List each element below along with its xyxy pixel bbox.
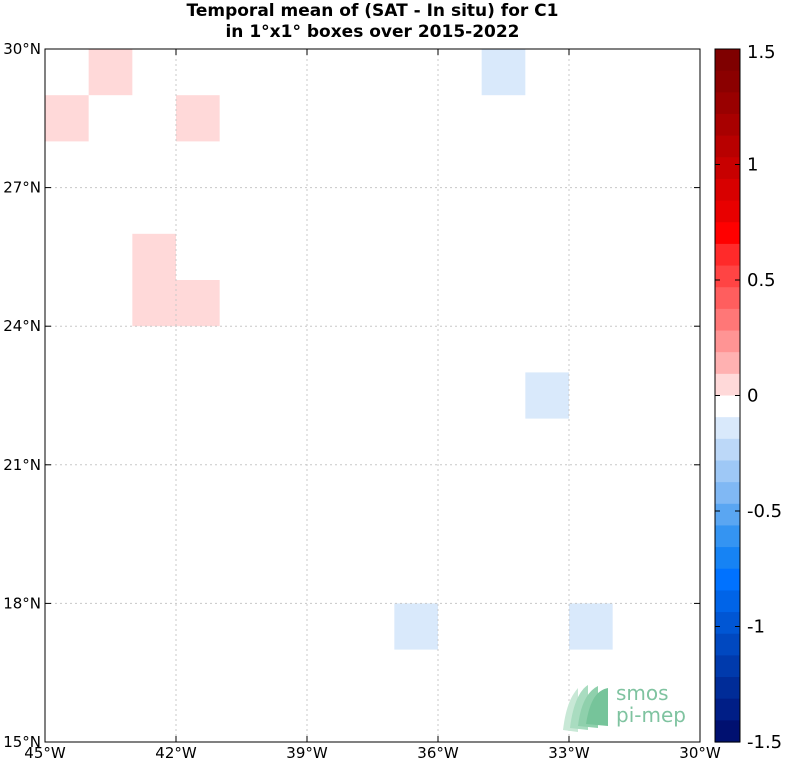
colorbar-segment bbox=[715, 612, 740, 635]
colorbar-segment bbox=[715, 222, 740, 245]
y-tick-label: 21°N bbox=[3, 456, 41, 474]
colorbar-tick-label: 0.5 bbox=[747, 270, 776, 291]
colorbar-segment bbox=[715, 568, 740, 592]
data-cells bbox=[45, 49, 613, 650]
grid-cell bbox=[569, 603, 613, 650]
x-tick-label: 30°W bbox=[679, 744, 721, 762]
colorbar-segment bbox=[715, 590, 740, 613]
colorbar-segment bbox=[715, 698, 740, 721]
colorbar-segment bbox=[715, 547, 740, 570]
colorbar-segment bbox=[715, 49, 740, 72]
x-tick-label: 39°W bbox=[286, 744, 328, 762]
map-frame bbox=[44, 48, 701, 743]
x-tick-label: 33°W bbox=[548, 744, 590, 762]
colorbar-segment bbox=[715, 460, 740, 483]
colorbar: 1.5 1 0.5 0 -0.5 -1 -1.5 bbox=[714, 42, 782, 753]
x-tick-label: 42°W bbox=[155, 744, 197, 762]
longitude-axis: 45°W 42°W 39°W 36°W 33°W 30°W bbox=[24, 49, 721, 762]
colorbar-segment bbox=[715, 395, 740, 418]
colorbar-segment bbox=[715, 438, 740, 462]
logo-text-smos: smos bbox=[616, 681, 669, 705]
colorbar-segment bbox=[715, 633, 740, 656]
grid-cell bbox=[481, 49, 526, 96]
colorbar-tick-label: -0.5 bbox=[747, 501, 782, 522]
colorbar-segment bbox=[715, 373, 740, 397]
colorbar-segment bbox=[715, 482, 740, 505]
colorbar-segment bbox=[715, 287, 740, 310]
y-tick-label: 18°N bbox=[3, 594, 41, 612]
x-tick-label: 36°W bbox=[417, 744, 459, 762]
colorbar-tick-label: 1.5 bbox=[747, 42, 776, 63]
y-tick-label: 27°N bbox=[3, 179, 41, 197]
colorbar-segment bbox=[715, 503, 740, 527]
colorbar-segment bbox=[715, 720, 740, 743]
grid-cell bbox=[88, 49, 133, 96]
colorbar-segment bbox=[715, 178, 740, 202]
latitude-axis: 30°N 27°N 24°N 21°N 18°N 15°N bbox=[3, 40, 700, 751]
grid-cell bbox=[176, 95, 220, 142]
y-tick-label: 24°N bbox=[3, 317, 41, 335]
colorbar-segment bbox=[715, 70, 740, 93]
grid-cell bbox=[394, 603, 438, 650]
grid-cell bbox=[45, 95, 89, 142]
grid-cell bbox=[525, 372, 569, 419]
colorbar-tick-label: 0 bbox=[747, 386, 758, 407]
colorbar-segment bbox=[715, 525, 740, 548]
colorbar-segment bbox=[715, 92, 740, 115]
smos-pi-mep-logo: smos pi-mep bbox=[563, 681, 686, 732]
colorbar-segment bbox=[715, 200, 740, 223]
colorbar-tick-label: 1 bbox=[747, 155, 758, 176]
colorbar-segment bbox=[715, 417, 740, 440]
colorbar-segment bbox=[715, 352, 740, 375]
grid-cell bbox=[132, 233, 176, 280]
y-tick-label: 15°N bbox=[3, 733, 41, 751]
colorbar-segment bbox=[715, 265, 740, 288]
colorbar-segment bbox=[715, 113, 740, 137]
grid-cell bbox=[132, 280, 176, 327]
x-tick-label: 45°W bbox=[24, 744, 66, 762]
logo-text-pi-mep: pi-mep bbox=[616, 703, 686, 727]
map-title-line-2: in 1°x1° boxes over 2015-2022 bbox=[225, 22, 520, 42]
colorbar-tick-label: -1.5 bbox=[747, 732, 782, 753]
colorbar-segment bbox=[715, 655, 740, 678]
colorbar-segment bbox=[715, 330, 740, 353]
y-tick-label: 30°N bbox=[3, 40, 41, 58]
colorbar-segment bbox=[715, 308, 740, 332]
colorbar-segment bbox=[715, 677, 740, 700]
map-title-line-1: Temporal mean of (SAT - In situ) for C1 bbox=[186, 1, 559, 21]
colorbar-segment bbox=[715, 243, 740, 267]
grid-cell bbox=[176, 280, 220, 327]
grid-lines bbox=[45, 49, 700, 742]
logo-wave-icon bbox=[563, 685, 608, 732]
colorbar-tick-label: -1 bbox=[747, 617, 765, 638]
colorbar-segment bbox=[715, 157, 740, 180]
colorbar-segment bbox=[715, 135, 740, 158]
